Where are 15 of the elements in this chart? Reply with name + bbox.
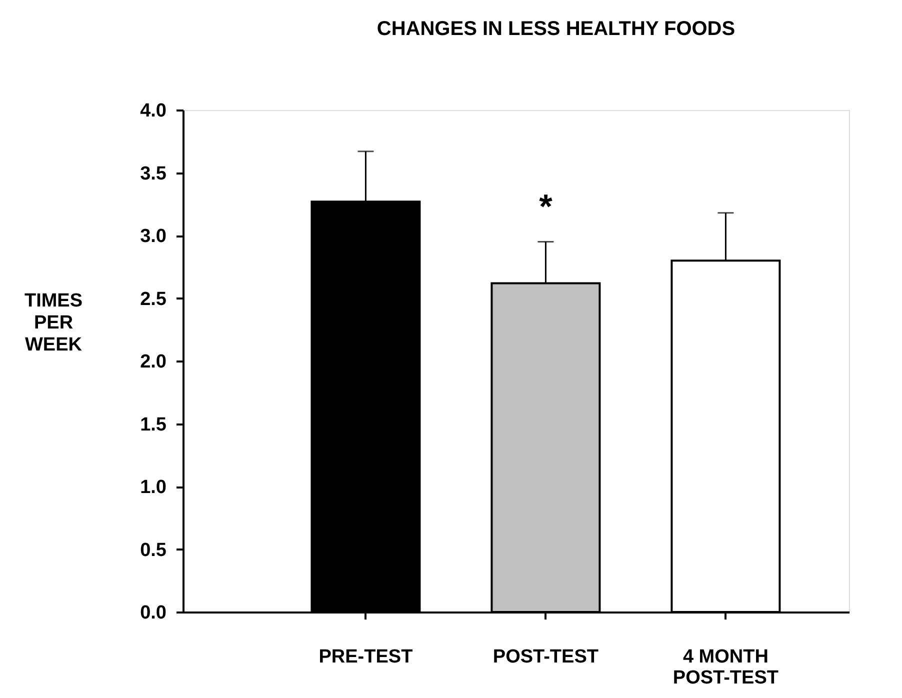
x-tick-label: 4 MONTH POST-TEST (672, 646, 779, 688)
y-tick-label: 3.5 (140, 163, 167, 184)
y-axis-title: TIMES PER WEEK (24, 290, 83, 356)
y-tick-label: 3.0 (140, 226, 166, 247)
annotation: * (539, 188, 554, 226)
x-tick-label: PRE-TEST (318, 646, 414, 668)
y-tick-label: 1.5 (140, 414, 167, 436)
y-tick-label: 0.5 (140, 540, 167, 561)
x-tick-label: POST-TEST (492, 646, 599, 668)
y-tick-label: 4.0 (140, 100, 166, 122)
chart-title: CHANGES IN LESS HEALTHY FOODS (376, 18, 736, 40)
y-tick-label: 1.0 (140, 477, 166, 498)
y-tick-label: 2.5 (140, 288, 167, 310)
y-tick-label: 0.0 (140, 602, 166, 624)
y-tick-label: 2.0 (140, 352, 166, 372)
